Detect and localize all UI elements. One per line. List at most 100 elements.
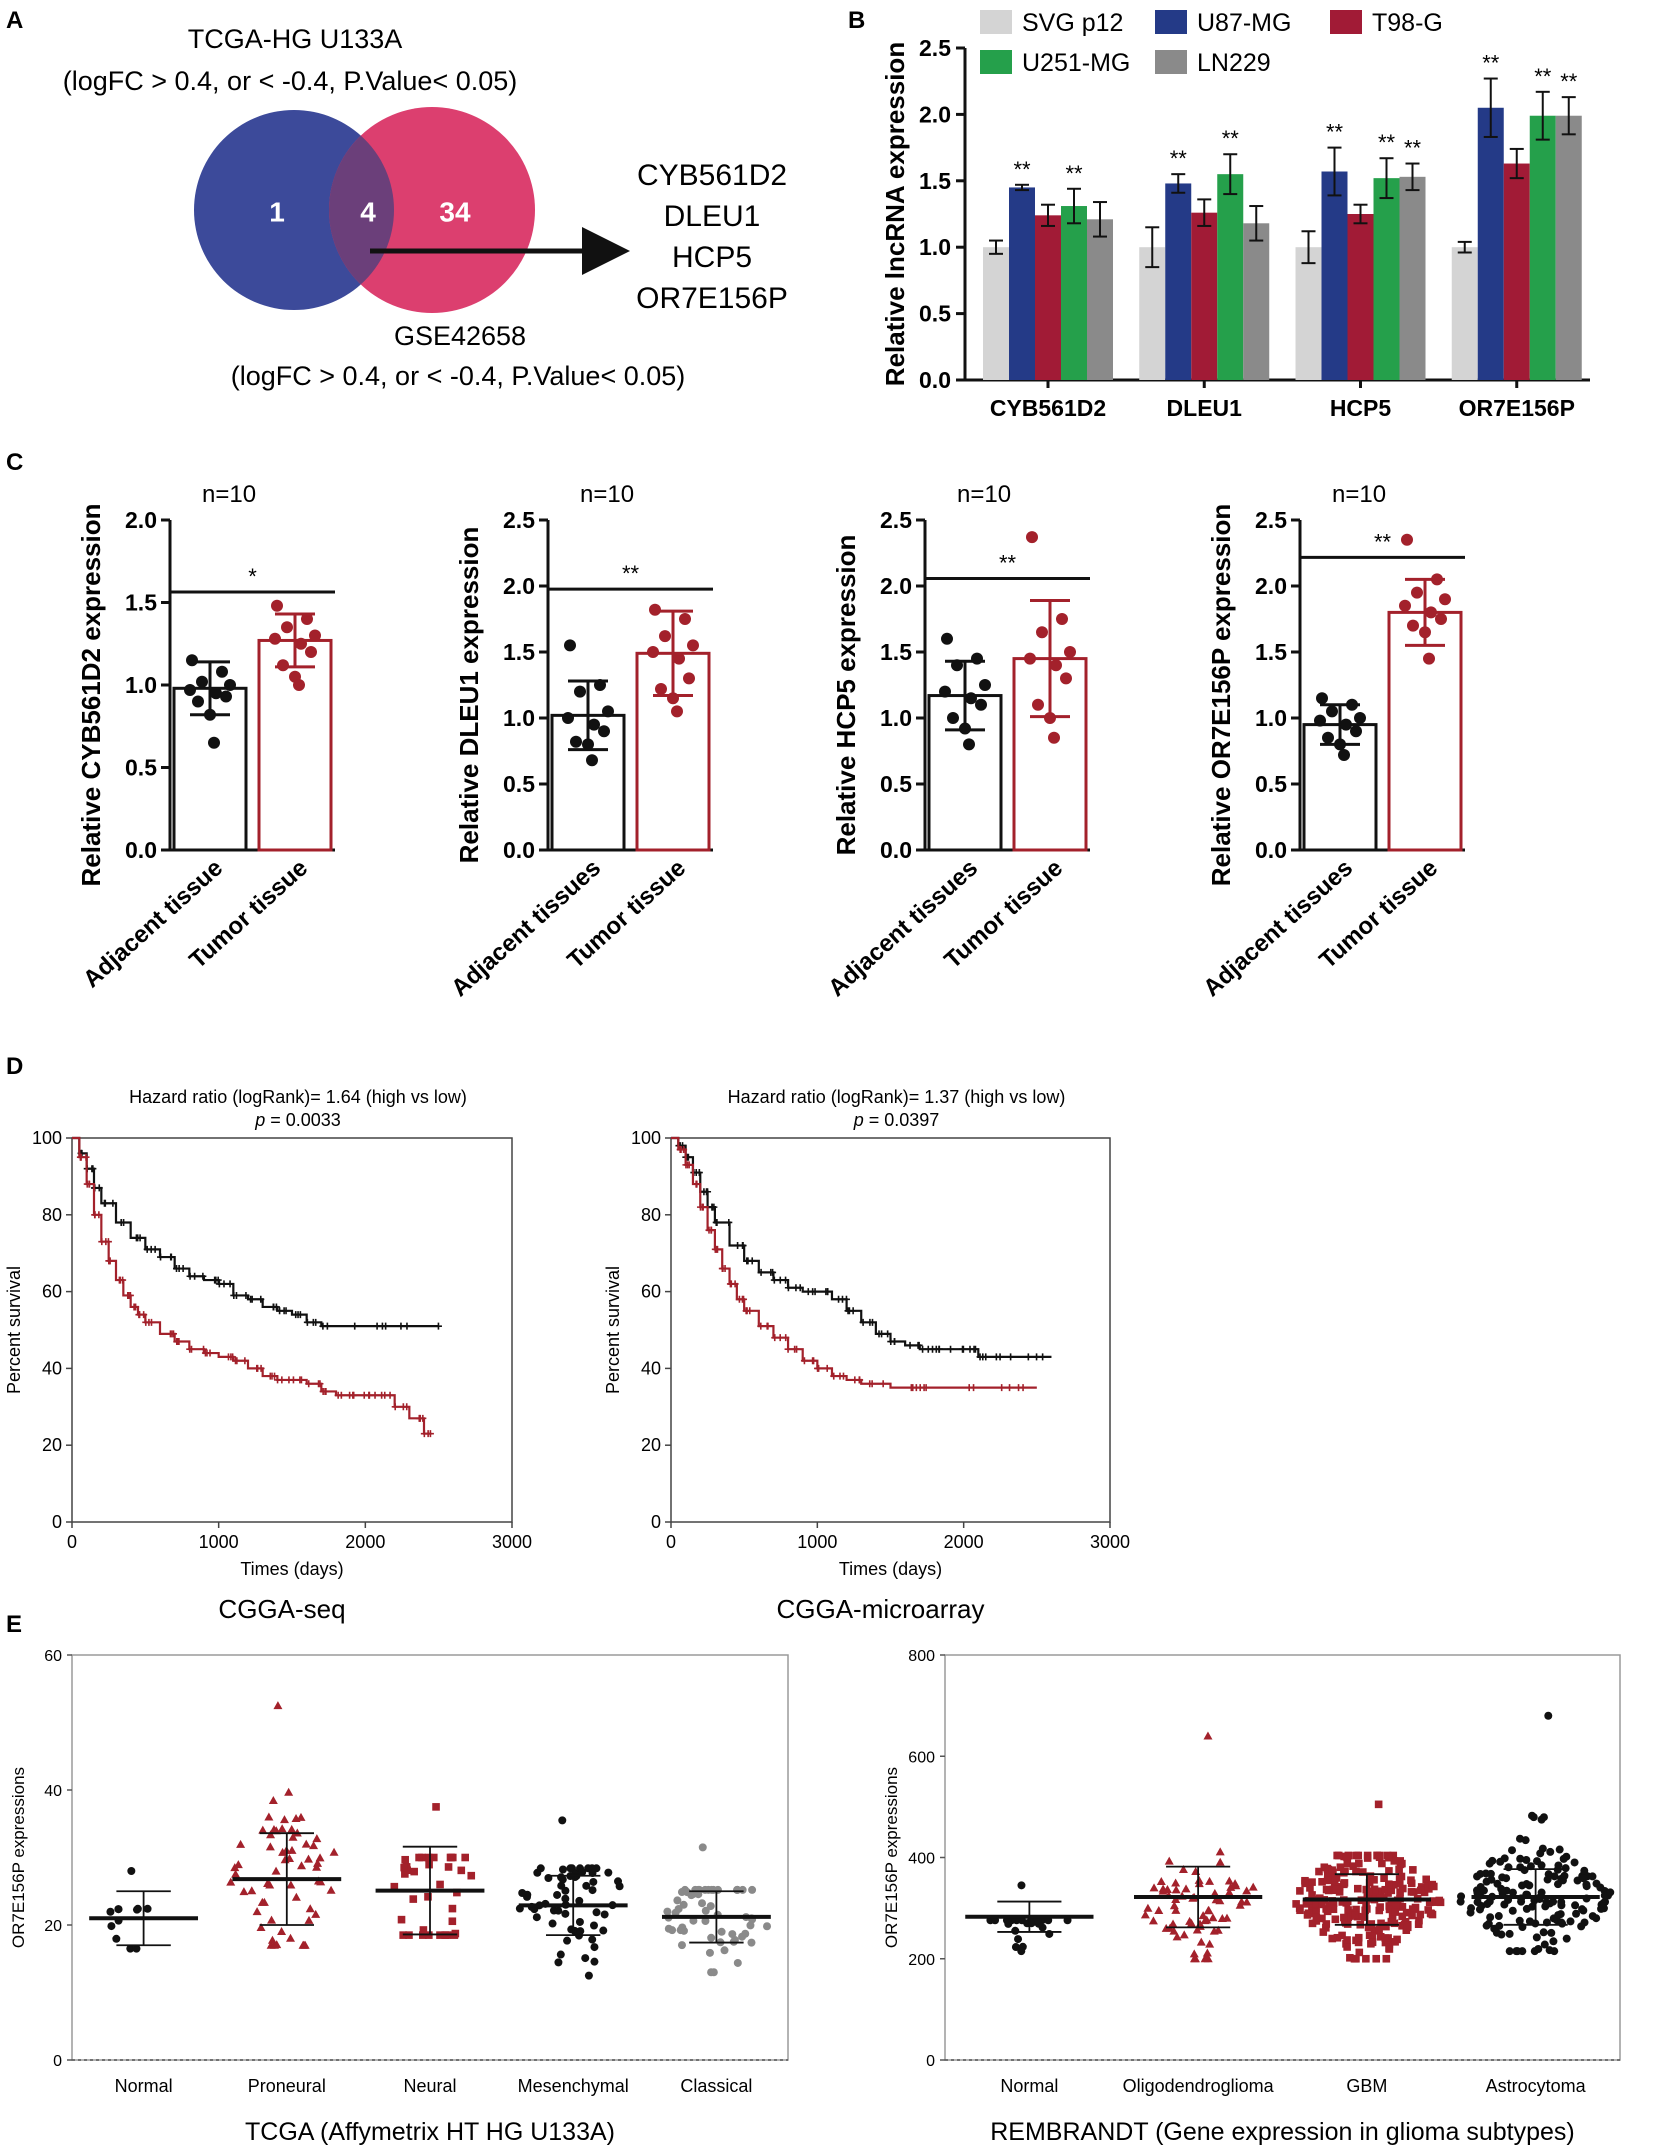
c-data-point bbox=[1439, 593, 1451, 606]
e-data-point bbox=[284, 1787, 294, 1796]
b-significance-mark: ** bbox=[1222, 126, 1240, 151]
d-censor-mark bbox=[140, 1311, 148, 1319]
d-censor-mark bbox=[700, 1188, 708, 1196]
e-data-point bbox=[548, 1919, 557, 1928]
e-data-point bbox=[298, 1940, 308, 1949]
e-data-point bbox=[1402, 1908, 1411, 1917]
b-bar bbox=[1191, 212, 1218, 380]
c-y-tick-label: 0.0 bbox=[1255, 837, 1287, 863]
venn-left-count: 1 bbox=[269, 196, 285, 227]
d-censor-mark bbox=[403, 1322, 411, 1330]
c-data-point bbox=[293, 679, 305, 691]
e-data-point bbox=[733, 1958, 742, 1967]
c-data-point bbox=[598, 725, 610, 738]
e-data-point bbox=[132, 1905, 141, 1914]
e-data-point bbox=[1566, 1917, 1575, 1926]
e-data-point bbox=[1296, 1906, 1304, 1915]
e-data-point bbox=[1334, 1851, 1343, 1860]
e-data-point bbox=[563, 1936, 572, 1945]
e-data-point bbox=[313, 1858, 323, 1867]
d-y-tick-label: 40 bbox=[42, 1358, 62, 1378]
c-data-point bbox=[582, 738, 594, 751]
e-data-point bbox=[1306, 1884, 1314, 1892]
e-y-axis-title: OR7E156P expressions bbox=[9, 1767, 28, 1948]
b-legend-swatch bbox=[1155, 10, 1187, 34]
d-survival-curve-low bbox=[671, 1136, 1052, 1358]
c-data-point bbox=[975, 698, 987, 711]
d-censor-mark bbox=[266, 1372, 274, 1380]
e-category-label: Normal bbox=[115, 2076, 173, 2096]
d-censor-mark bbox=[809, 1357, 817, 1365]
e-data-point bbox=[1329, 1905, 1338, 1914]
e-data-point bbox=[1403, 1923, 1412, 1932]
e-data-point bbox=[252, 1907, 262, 1916]
d-p-symbol: p bbox=[853, 1110, 864, 1130]
d-censor-mark bbox=[879, 1380, 887, 1388]
e-data-point bbox=[1493, 1879, 1502, 1888]
e-data-point bbox=[582, 1881, 591, 1890]
d-censor-mark bbox=[800, 1357, 808, 1365]
e-data-point bbox=[1312, 1908, 1320, 1916]
e-data-point bbox=[698, 1899, 707, 1908]
e-data-point bbox=[288, 1832, 298, 1841]
venn-gene-2: DLEU1 bbox=[664, 200, 761, 233]
chart-b-lncrna-expression: 0.0 0.5 1.0 1.5 2.0 2.5 Relative lncRNA expres… bbox=[880, 9, 1590, 421]
e-category-label: Classical bbox=[680, 2076, 752, 2096]
b-bar bbox=[1503, 163, 1530, 380]
d-censor-mark bbox=[274, 1376, 282, 1384]
e-data-point bbox=[1365, 1878, 1374, 1887]
d-censor-mark bbox=[763, 1322, 771, 1330]
e-data-point bbox=[1561, 1864, 1570, 1873]
d-censor-mark bbox=[767, 1268, 775, 1276]
e-data-point bbox=[1537, 1861, 1546, 1870]
c-data-point bbox=[1354, 712, 1366, 724]
e-data-point bbox=[733, 1885, 742, 1894]
d-censor-mark bbox=[731, 1280, 739, 1288]
c-data-point bbox=[1024, 652, 1036, 665]
d-censor-mark bbox=[920, 1384, 928, 1392]
d-title: Hazard ratio (logRank)= 1.64 (high vs lo… bbox=[129, 1087, 467, 1107]
b-significance-mark: ** bbox=[1065, 161, 1083, 186]
e-data-point bbox=[1168, 1919, 1178, 1928]
venn-bottom-criteria: (logFC > 0.4, or < -0.4, P.Value< 0.05) bbox=[231, 361, 686, 391]
e-data-point bbox=[1338, 1931, 1346, 1940]
d-censor-mark bbox=[965, 1384, 973, 1392]
e-data-point bbox=[1466, 1908, 1475, 1917]
d-censor-mark bbox=[386, 1391, 394, 1399]
c-data-point bbox=[1314, 714, 1326, 727]
e-data-point bbox=[576, 1927, 585, 1936]
d-censor-mark bbox=[334, 1391, 342, 1399]
d-censor-mark bbox=[824, 1288, 832, 1296]
e-data-point bbox=[1312, 1913, 1321, 1922]
c-y-tick-label: 0.0 bbox=[503, 837, 535, 863]
d-censor-mark bbox=[349, 1391, 357, 1399]
d-x-tick-label: 0 bbox=[67, 1532, 77, 1552]
c-data-point bbox=[941, 632, 953, 645]
e-data-point bbox=[429, 1853, 438, 1862]
d-censor-mark bbox=[309, 1318, 317, 1326]
b-category-label: CYB561D2 bbox=[990, 395, 1106, 421]
e-data-point bbox=[705, 1948, 714, 1957]
chart-d-cgga-seq-survival: Hazard ratio (logRank)= 1.64 (high vs lo… bbox=[4, 1087, 532, 1624]
e-y-tick-label: 600 bbox=[908, 1749, 935, 1766]
d-censor-mark bbox=[1024, 1353, 1032, 1361]
e-data-point bbox=[1354, 1851, 1363, 1860]
e-data-point bbox=[1343, 1936, 1351, 1944]
c-y-tick-label: 1.0 bbox=[880, 705, 912, 731]
e-data-point bbox=[1512, 1947, 1521, 1956]
e-data-point bbox=[1338, 1898, 1347, 1906]
b-bar bbox=[1087, 219, 1113, 380]
c-data-point bbox=[1060, 672, 1072, 685]
c-y-tick-label: 0.5 bbox=[1255, 771, 1287, 797]
b-bar bbox=[1217, 174, 1244, 380]
e-data-point bbox=[1508, 1846, 1517, 1855]
e-data-point bbox=[278, 1847, 288, 1856]
e-data-point bbox=[673, 1896, 682, 1905]
e-data-point bbox=[1360, 1913, 1369, 1921]
venn-top-criteria: (logFC > 0.4, or < -0.4, P.Value< 0.05) bbox=[63, 66, 518, 96]
venn-overlap bbox=[329, 135, 394, 285]
e-data-point bbox=[698, 1843, 707, 1852]
d-p-text: = 0.0397 bbox=[864, 1110, 940, 1130]
e-data-point bbox=[1557, 1898, 1566, 1907]
